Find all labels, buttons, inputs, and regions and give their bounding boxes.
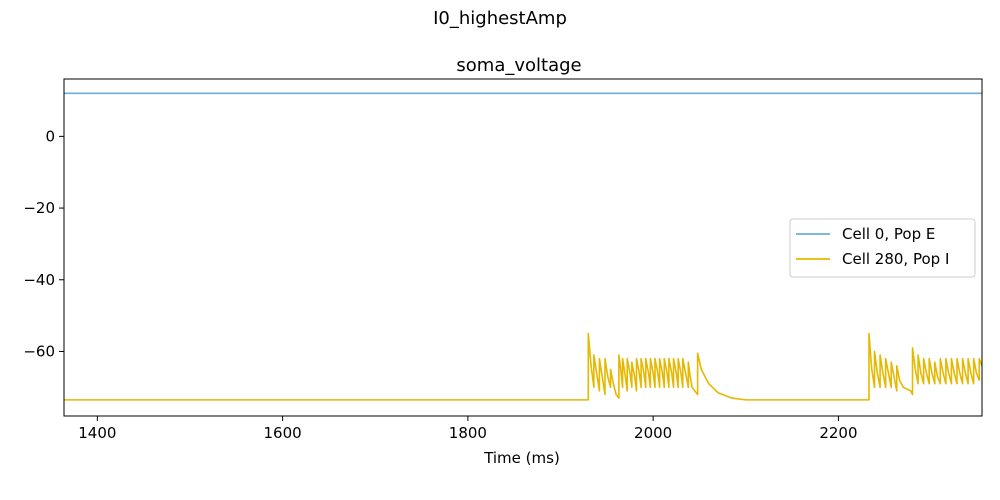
x-axis-label: Time (ms): [483, 449, 560, 467]
plot-frame: [63, 78, 983, 417]
x-tick-label-3: 2000: [634, 424, 672, 442]
x-tick-label-4: 2200: [819, 424, 857, 442]
x-axis: 1400 1600 1800 2000 2200: [78, 416, 858, 442]
x-tick-label-1: 1600: [264, 424, 302, 442]
legend-label-0: Cell 0, Pop E: [842, 225, 935, 243]
legend: Cell 0, Pop E Cell 280, Pop I: [789, 218, 976, 278]
chart-title: soma_voltage: [456, 55, 581, 76]
y-tick-label-3: −60: [23, 342, 55, 360]
figure-suptitle: I0_highestAmp: [433, 8, 567, 29]
legend-box: [789, 218, 976, 278]
x-tick-label-0: 1400: [78, 424, 116, 442]
legend-label-1: Cell 280, Pop I: [842, 250, 949, 268]
y-tick-label-1: −20: [23, 199, 55, 217]
x-tick-label-2: 1800: [449, 424, 487, 442]
y-axis: 0 −20 −40 −60: [23, 127, 64, 360]
y-tick-label-2: −40: [23, 271, 55, 289]
series-layer: [64, 92, 982, 401]
y-tick-label-0: 0: [45, 127, 55, 145]
series-line-1: [64, 332, 982, 401]
